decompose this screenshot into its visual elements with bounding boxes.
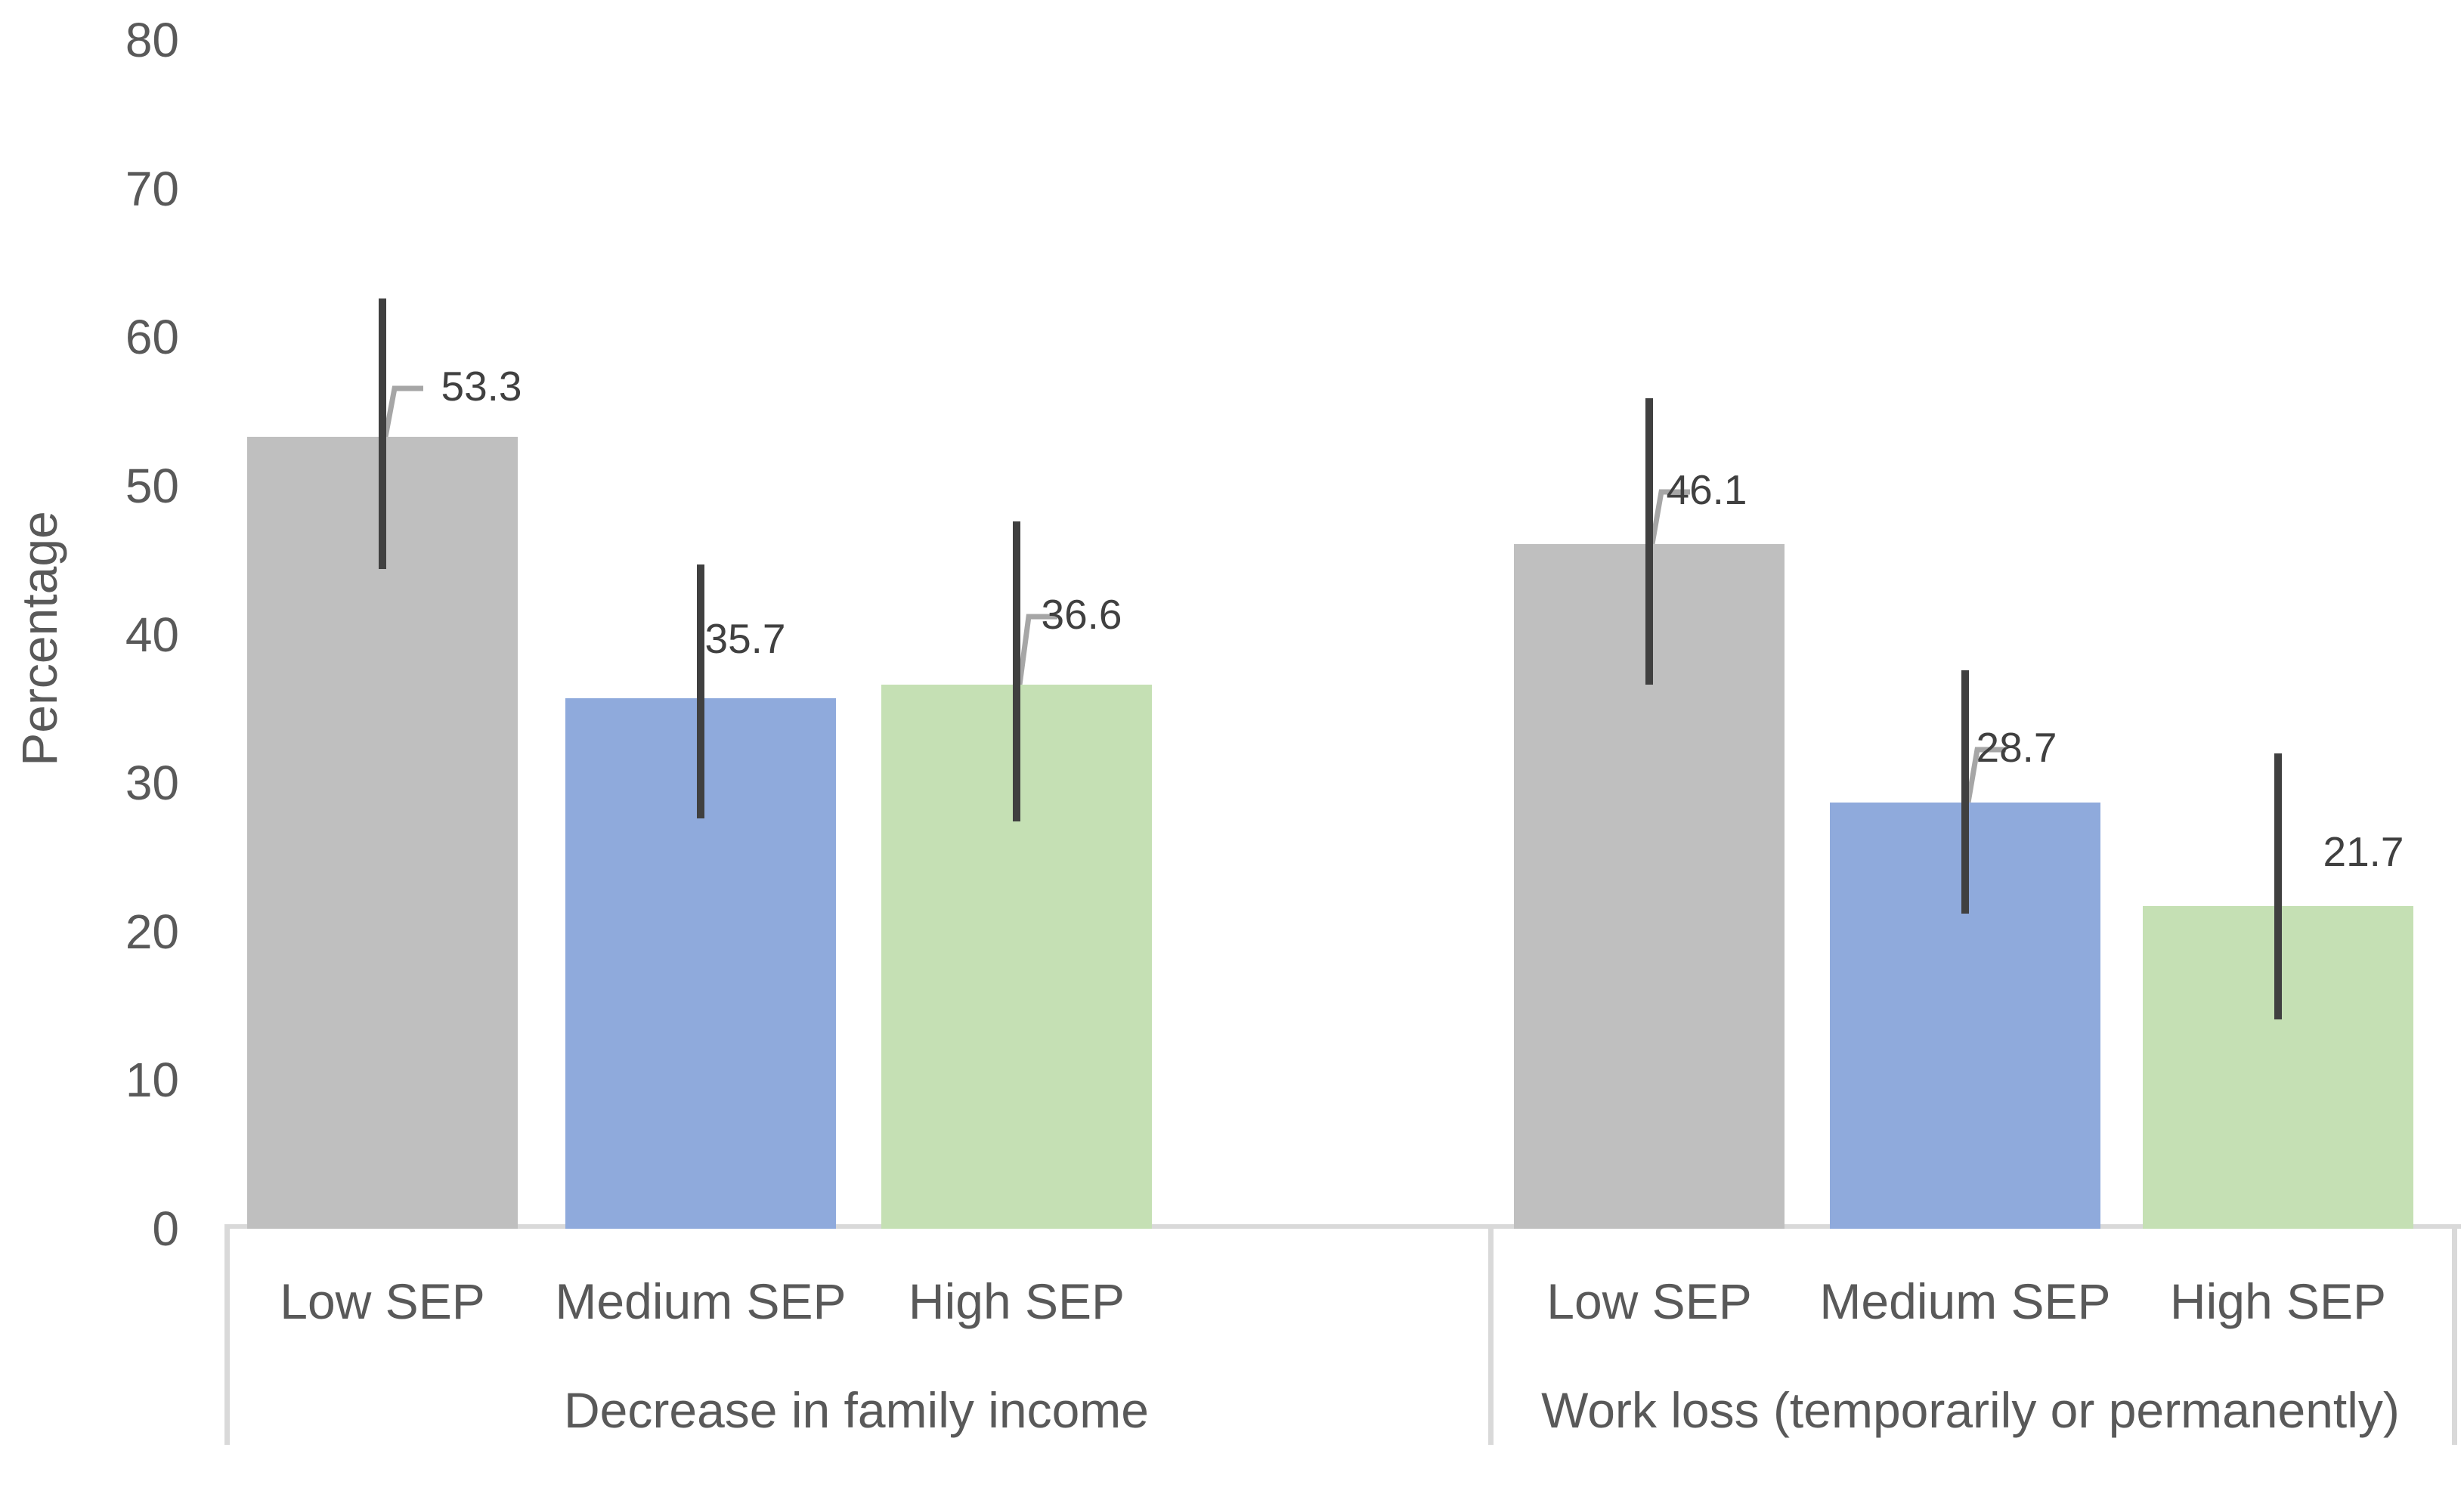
leader-line-g1-low-sep: [382, 385, 423, 438]
value-label-g2-low-sep: 46.1: [1666, 466, 1747, 513]
y-tick-label-60: 60: [125, 310, 179, 365]
category-label-g1-low-sep: Low SEP: [280, 1273, 485, 1329]
leader-line-g2-low-sep: [1649, 489, 1690, 545]
category-divider: [1488, 1229, 1494, 1445]
category-label-g2-medium-sep: Medium SEP: [1819, 1273, 2111, 1329]
value-label-g1-high-sep: 36.6: [1041, 591, 1122, 638]
leader-line-g1-high-sep: [1017, 614, 1057, 685]
category-label-g2-high-sep: High SEP: [2169, 1273, 2387, 1329]
group-label-1: Decrease in family income: [564, 1382, 1149, 1438]
leader-line-g2-medium-sep: [1965, 747, 2006, 803]
y-tick-label-40: 40: [125, 607, 179, 662]
category-label-g2-low-sep: Low SEP: [1546, 1273, 1752, 1329]
error-bar-g2-high-sep: [2274, 753, 2282, 1019]
y-tick-label-70: 70: [125, 161, 179, 216]
y-tick-label-0: 0: [152, 1202, 179, 1256]
category-box-right-border: [2452, 1229, 2457, 1445]
error-bar-g2-medium-sep: [1961, 670, 1969, 914]
group-label-2: Work loss (temporarily or permanently): [1541, 1382, 2400, 1438]
value-label-g1-medium-sep: 35.7: [704, 615, 786, 662]
category-box-left-border: [224, 1229, 230, 1445]
y-tick-label-80: 80: [125, 13, 179, 68]
value-label-g2-high-sep: 21.7: [2323, 828, 2404, 875]
error-bar-g1-low-sep: [379, 298, 386, 570]
y-tick-label-20: 20: [125, 904, 179, 959]
y-tick-label-30: 30: [125, 756, 179, 811]
y-tick-label-50: 50: [125, 459, 179, 513]
category-label-g1-high-sep: High SEP: [908, 1273, 1125, 1329]
category-label-g1-medium-sep: Medium SEP: [555, 1273, 847, 1329]
error-bar-g1-high-sep: [1013, 521, 1020, 822]
value-label-g1-low-sep: 53.3: [441, 363, 522, 410]
value-label-g2-medium-sep: 28.7: [1976, 724, 2057, 771]
error-bar-g1-medium-sep: [697, 564, 704, 819]
y-tick-label-10: 10: [125, 1053, 179, 1108]
error-bar-g2-low-sep: [1645, 398, 1653, 685]
x-axis-line: [224, 1224, 2461, 1229]
